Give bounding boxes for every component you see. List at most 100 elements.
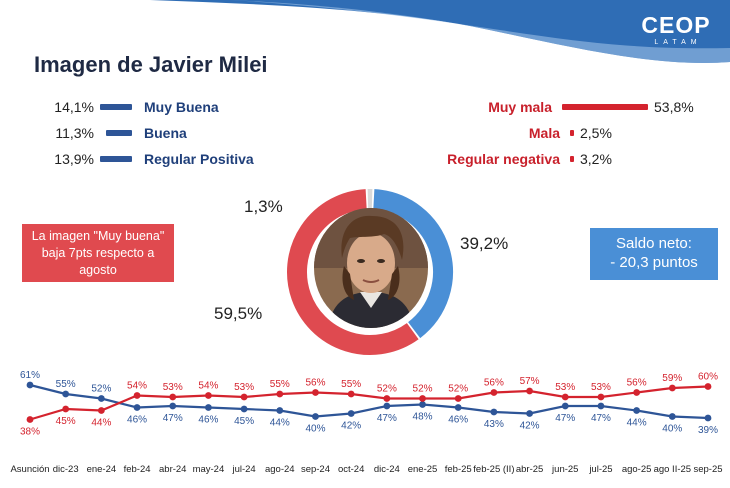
legend-positive-buena: 11,3% Buena xyxy=(46,124,187,142)
data-point-blue xyxy=(240,405,248,413)
page-title: Imagen de Javier Milei xyxy=(34,52,268,77)
data-label-red: 59% xyxy=(662,373,682,384)
legend-bar xyxy=(106,130,132,136)
data-point-red xyxy=(62,405,70,413)
legend-bar xyxy=(100,104,132,110)
x-tick-label: ago-25 xyxy=(622,464,652,475)
trend-line-chart: 61% 55% 52% 46% 47% 46% 45% 44% 40% 42% 47% 48% 46% 4… xyxy=(10,370,722,475)
callout-line: baja 7pts respecto a xyxy=(41,246,155,260)
x-tick-label: abr-25 xyxy=(516,464,543,475)
donut-negative-label: 59,5% xyxy=(214,304,263,323)
data-label-blue: 45% xyxy=(234,416,254,427)
x-tick-label: may-24 xyxy=(193,464,225,475)
data-point-blue xyxy=(205,404,212,411)
data-label-blue: 42% xyxy=(341,421,361,432)
legend-bar xyxy=(100,156,132,162)
data-label-blue: 40% xyxy=(305,424,325,435)
x-tick-label: feb-25 xyxy=(445,464,472,475)
legend-pct: 2,5% xyxy=(580,125,612,141)
x-tick-label: jul-25 xyxy=(588,464,612,475)
x-tick-label: abr-24 xyxy=(159,464,186,475)
legend-label: Buena xyxy=(144,125,187,141)
x-tick-label: feb-25 (II) xyxy=(473,464,514,475)
legend-label: Mala xyxy=(528,125,560,141)
legend-bar xyxy=(570,156,574,162)
data-point-red xyxy=(312,389,319,396)
data-label-blue: 46% xyxy=(448,415,468,426)
data-label-blue: 42% xyxy=(520,421,540,432)
data-label-red: 53% xyxy=(591,382,611,393)
data-point-blue xyxy=(704,414,712,422)
data-label-blue: 44% xyxy=(270,418,290,429)
data-label-blue: 39% xyxy=(698,425,718,436)
data-point-blue xyxy=(454,404,462,411)
data-point-blue xyxy=(490,408,498,416)
data-point-blue xyxy=(526,410,533,417)
data-label-red: 54% xyxy=(198,381,218,392)
x-tick-label: ene-24 xyxy=(87,464,117,475)
data-point-red xyxy=(668,384,676,392)
x-tick-label: dic-24 xyxy=(374,464,400,475)
data-label-red: 53% xyxy=(234,382,254,393)
legend-label: Muy mala xyxy=(488,99,552,115)
data-label-blue: 55% xyxy=(56,379,76,390)
brand-logo: CEOP LATAM xyxy=(634,12,718,47)
x-tick-label: sep-24 xyxy=(301,464,330,475)
data-label-red: 53% xyxy=(163,382,183,393)
data-label-blue: 47% xyxy=(555,413,575,424)
legend-bar xyxy=(562,104,648,110)
x-tick-label: jul-24 xyxy=(231,464,255,475)
legend-label: Regular Positiva xyxy=(144,151,254,167)
data-label-blue: 61% xyxy=(20,370,40,381)
data-label-blue: 46% xyxy=(198,415,218,426)
x-tick-label: sep-25 xyxy=(693,464,722,475)
legend-bar xyxy=(570,130,574,136)
data-label-red: 52% xyxy=(377,384,397,395)
data-label-red: 54% xyxy=(127,381,147,392)
data-label-red: 55% xyxy=(341,379,361,390)
data-label-red: 60% xyxy=(698,372,718,383)
data-point-red xyxy=(97,407,105,414)
x-tick-label: dic-23 xyxy=(53,464,79,475)
data-point-red xyxy=(240,393,248,401)
data-label-red: 57% xyxy=(520,376,540,387)
legend-pct: 14,1% xyxy=(54,99,94,115)
x-tick-label: Asunción xyxy=(10,464,49,475)
data-point-blue xyxy=(633,407,641,414)
data-point-red xyxy=(169,393,177,401)
data-label-red: 38% xyxy=(20,427,40,438)
data-point-red xyxy=(490,389,498,396)
brand-sub: LATAM xyxy=(654,39,702,46)
data-label-blue: 52% xyxy=(91,384,111,395)
data-point-blue xyxy=(169,402,177,410)
data-point-red xyxy=(704,383,712,390)
x-tick-label: feb-24 xyxy=(124,464,151,475)
data-point-blue xyxy=(312,413,319,420)
data-point-red xyxy=(597,393,605,401)
callout-line: - 20,3 puntos xyxy=(610,254,698,271)
donut-nsnc-label: 1,3% xyxy=(244,197,283,216)
legend-pct: 3,2% xyxy=(580,151,612,167)
donut-positive-label: 39,2% xyxy=(460,234,509,253)
header-swoosh xyxy=(150,0,730,63)
legend-negative-mala: Mala 2,5% xyxy=(380,124,616,142)
data-point-blue xyxy=(276,407,284,414)
legend-pct: 11,3% xyxy=(55,125,94,141)
data-label-blue: 48% xyxy=(413,412,433,423)
data-label-red: 52% xyxy=(448,384,468,395)
callout-line: agosto xyxy=(79,263,117,277)
data-point-blue xyxy=(347,410,355,417)
donut-slice-positive xyxy=(373,189,453,339)
callout-muy-buena: La imagen "Muy buena" baja 7pts respecto… xyxy=(22,224,174,282)
data-point-red xyxy=(419,395,426,402)
donut-slice-negative xyxy=(287,189,419,355)
data-point-blue xyxy=(133,404,141,411)
x-tick-label: oct-24 xyxy=(338,464,364,475)
data-label-blue: 44% xyxy=(627,418,647,429)
data-label-red: 55% xyxy=(270,379,290,390)
data-point-blue xyxy=(383,402,391,410)
legend-label: Regular negativa xyxy=(447,151,560,167)
x-tick-label: ene-25 xyxy=(408,464,438,475)
data-label-red: 56% xyxy=(627,378,647,389)
